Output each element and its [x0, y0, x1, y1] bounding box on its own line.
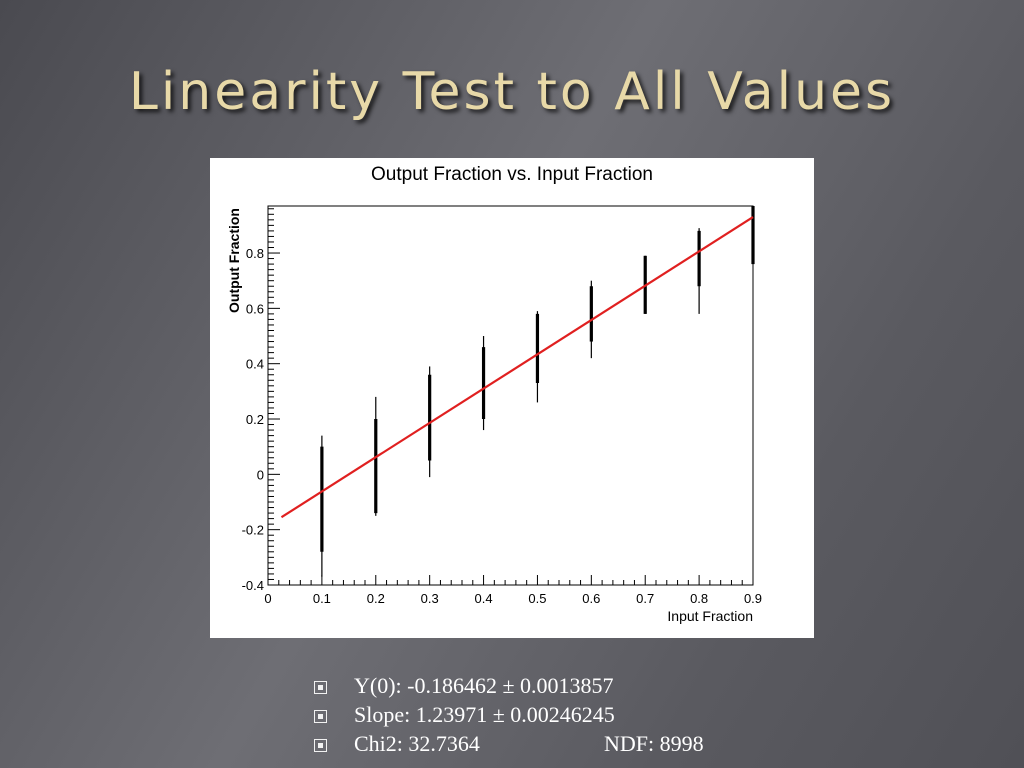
x-tick-label: 0.5 [528, 591, 546, 606]
x-tick-label: 0 [264, 591, 271, 606]
bullet-text: Chi2: 32.7364 [354, 731, 480, 756]
square-bullet-icon [314, 710, 327, 723]
x-tick-label: 0.4 [475, 591, 493, 606]
square-bullet-icon [314, 681, 327, 694]
y-tick-label: 0.8 [246, 246, 264, 261]
y-tick-label: -0.2 [242, 523, 264, 538]
y-tick-label: -0.4 [242, 578, 264, 593]
x-tick-label: 0.2 [367, 591, 385, 606]
bullet-ndf-text: NDF: 8998 [604, 731, 704, 756]
y-tick-label: 0.6 [246, 301, 264, 316]
plot-frame [267, 205, 754, 586]
bullet-y-intercept: Y(0): -0.186462 ± 0.0013857 [310, 671, 870, 700]
linear-fit-line [280, 216, 754, 519]
bullet-text: Slope: 1.23971 ± 0.00246245 [354, 702, 615, 727]
bullet-chi2: Chi2: 32.7364 NDF: 8998 [310, 729, 870, 758]
x-tick-label: 0.7 [636, 591, 654, 606]
x-tick-label: 0.6 [582, 591, 600, 606]
x-tick-label: 0.3 [421, 591, 439, 606]
x-axis-label: Input Fraction [667, 608, 753, 624]
y-tick-label: 0 [257, 467, 264, 482]
y-axis-label: Output Fraction [226, 208, 242, 313]
bullet-slope: Slope: 1.23971 ± 0.00246245 [310, 700, 870, 729]
plot-panel: Output Fraction vs. Input Fraction 0 0.1 0.… [210, 158, 814, 638]
square-bullet-icon [314, 739, 327, 752]
x-tick-label: 0.9 [744, 591, 762, 606]
y-tick-label: 0.2 [246, 412, 264, 427]
bullet-text: Y(0): -0.186462 ± 0.0013857 [354, 673, 614, 698]
x-tick-label: 0.8 [690, 591, 708, 606]
y-tick-label: 0.4 [246, 357, 264, 372]
fit-results-list: Y(0): -0.186462 ± 0.0013857 Slope: 1.239… [310, 671, 870, 758]
scatter-plot: Output Fraction vs. Input Fraction 0 0.1 0.… [226, 164, 762, 624]
x-tick-label: 0.1 [313, 591, 331, 606]
chart-title: Output Fraction vs. Input Fraction [371, 164, 653, 185]
slide-title: Linearity Test to All Values [128, 62, 896, 122]
